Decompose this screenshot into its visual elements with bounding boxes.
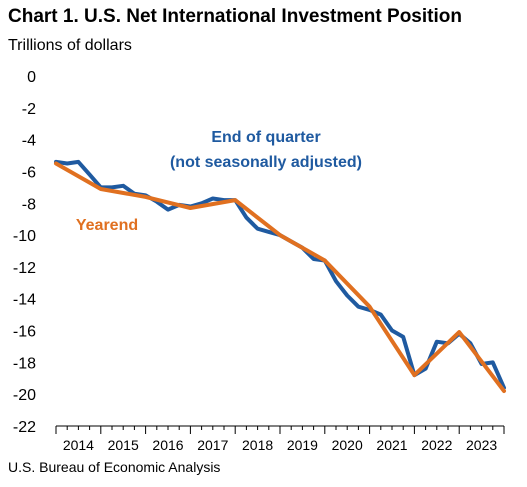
yearend-label: Yearend [76,217,138,234]
end-of-quarter-label: (not seasonally adjusted) [170,154,362,171]
x-axis: 2014 2015 2016 2017 2018 2019 2020 2021 2022 2023 [55,425,505,453]
annotations: End of quarter (not seasonally adjusted) Y… [76,129,362,234]
y-tick-label: -22 [13,419,36,436]
x-tick-label: 2020 [332,437,363,453]
y-tick-label: -18 [13,355,36,372]
y-tick-label: -12 [13,260,36,277]
x-tick-label: 2015 [108,437,139,453]
x-tick-label: 2016 [152,437,183,453]
end-of-quarter-label: End of quarter [211,129,320,146]
x-tick-label: 2019 [287,437,318,453]
series-layer [54,159,506,393]
x-tick-label: 2022 [421,437,452,453]
y-axis-unit-label: Trillions of dollars [8,37,132,54]
y-tick-label: -8 [22,196,36,213]
y-tick-label: 0 [27,69,36,86]
y-tick-label: -16 [13,324,36,341]
x-tick-label: 2021 [376,437,407,453]
x-tick-label: 2023 [466,437,497,453]
y-tick-label: -10 [13,228,36,245]
yearend-series-line [54,161,506,393]
y-tick-label: -2 [22,101,36,118]
y-tick-label: -20 [13,387,36,404]
source-note: U.S. Bureau of Economic Analysis [8,459,221,475]
x-tick-label: 2018 [242,437,273,453]
chart-title: Chart 1. U.S. Net International Investme… [8,6,462,27]
y-axis-ticks: 0 -2 -4 -6 -8 -10 -12 -14 -16 -18 -20 -22 [13,69,36,436]
x-tick-label: 2017 [197,437,228,453]
x-tick-label: 2014 [63,437,94,453]
y-tick-label: -14 [13,292,36,309]
y-tick-label: -6 [22,164,36,181]
y-tick-label: -4 [22,133,36,150]
